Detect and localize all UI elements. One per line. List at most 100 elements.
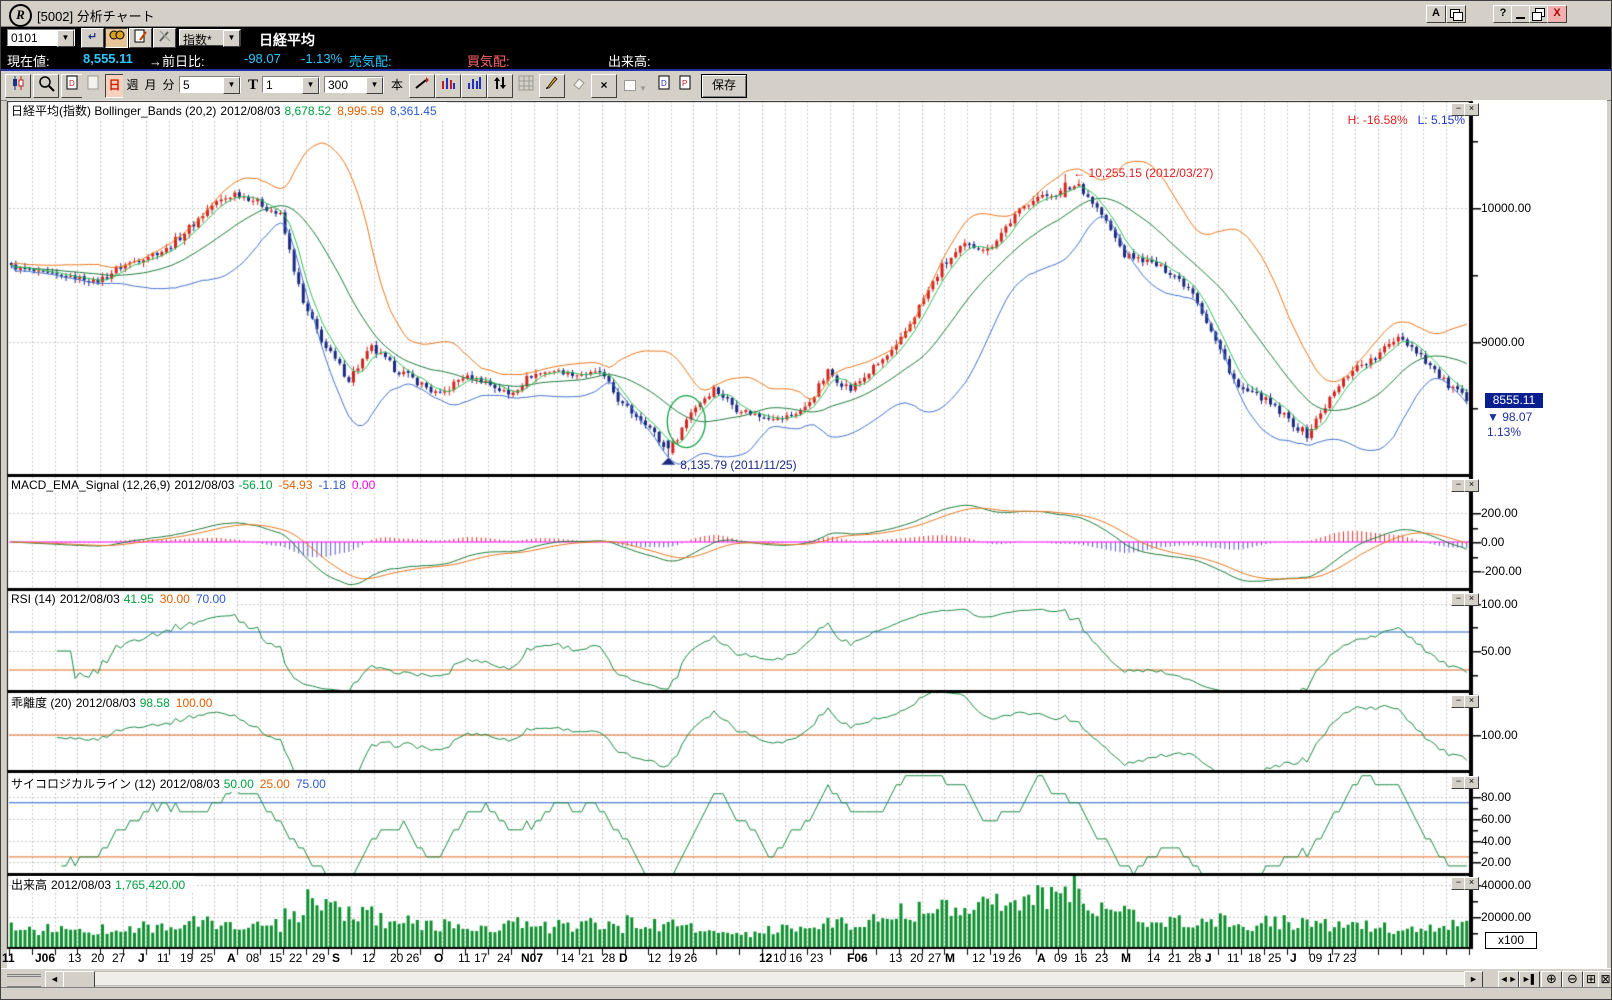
rsi-panel-header: RSI (14) 2012/08/03 41.95 30.00 70.00	[11, 592, 236, 606]
x-axis-label: 08	[246, 951, 260, 965]
close-panel-button[interactable]: ×	[1464, 593, 1479, 606]
x-axis-label: 11	[458, 951, 471, 965]
candlestick-mode-button[interactable]	[5, 74, 31, 98]
help-button[interactable]: ?	[1493, 5, 1513, 23]
symbol-code-input[interactable]: 0101 ▼	[7, 29, 75, 47]
window-layout-button[interactable]: ▼	[619, 74, 651, 98]
x-axis-label: 13	[889, 951, 903, 965]
x-axis-label: 09	[1309, 951, 1323, 965]
y-axis-label: 40000.00	[1481, 878, 1532, 892]
panel-date: 2012/08/03	[75, 696, 136, 710]
font-button[interactable]: A	[1426, 5, 1446, 23]
eraser-button[interactable]	[565, 74, 591, 98]
x-axis-label: 20	[91, 951, 105, 965]
x-icon: ×	[600, 78, 608, 92]
grid-toggle-button[interactable]: ⊞	[1583, 971, 1599, 988]
expand-range-button[interactable]: ◄►	[1498, 971, 1519, 988]
edit-memo-button[interactable]	[129, 28, 152, 48]
pencil-off-icon	[158, 30, 171, 42]
period-month-button[interactable]: 月	[141, 74, 160, 98]
red-blue-histogram-icon	[442, 78, 455, 89]
grid-button[interactable]	[513, 74, 539, 98]
save-button[interactable]: 保存	[701, 74, 747, 98]
sort-scale-button[interactable]	[487, 74, 513, 98]
bars-unit-label: 本	[387, 74, 407, 98]
volume-label: 出来高:	[608, 54, 651, 69]
chevron-down-icon[interactable]: ▼	[223, 30, 240, 47]
binoculars-icon	[109, 30, 124, 40]
search-symbol-button[interactable]	[105, 28, 128, 48]
close-panel-button[interactable]: ×	[1464, 695, 1479, 708]
indicator-value: 8,361.45	[389, 104, 437, 118]
copy-page-button[interactable]	[82, 74, 104, 98]
y-axis-label: 20000.00	[1481, 910, 1532, 924]
volume-bars-button[interactable]	[461, 74, 487, 98]
indicator-value: 98.58	[139, 696, 170, 710]
close-panel-button[interactable]: ×	[1464, 103, 1479, 116]
chevron-down-icon[interactable]: ▼	[366, 77, 383, 94]
clear-drawing-button[interactable]	[153, 28, 176, 48]
y-axis-label: 200.00	[1481, 506, 1518, 520]
x-axis-label: J	[1290, 951, 1297, 965]
x-axis-label: F06	[847, 951, 868, 965]
minute-interval-select[interactable]: 5 ▼	[179, 76, 241, 94]
x-box-icon: ⊠	[1600, 972, 1611, 986]
chevron-down-icon[interactable]: ▼	[223, 77, 240, 94]
x-axis-label: 19	[180, 951, 194, 965]
zoom-chart-button[interactable]	[33, 74, 59, 98]
x-axis-label: 16	[789, 951, 803, 965]
restore-button[interactable]	[1529, 5, 1549, 23]
cascade-windows-icon[interactable]	[1446, 5, 1466, 23]
close-button[interactable]: X	[1547, 5, 1567, 23]
symbol-type-value: 指数*	[183, 33, 212, 47]
indicator-value: 1,765,420.00	[115, 878, 186, 892]
updown-bars-button[interactable]	[435, 74, 461, 98]
period-minute-button[interactable]: 分	[159, 74, 178, 98]
close-scrollbar-button[interactable]: ⊠	[1598, 971, 1611, 988]
enter-symbol-button[interactable]: ↵	[81, 28, 104, 48]
draw-tool-button[interactable]	[409, 74, 435, 98]
scrollbar-thumb[interactable]	[63, 971, 95, 988]
delete-all-button[interactable]: ×	[591, 74, 617, 98]
period-week-button[interactable]: 週	[123, 74, 142, 98]
up-down-arrows-icon	[494, 77, 506, 89]
period-day-button[interactable]: 日	[105, 74, 124, 98]
kairi-panel-header: 乖離度 (20) 2012/08/03 98.58 100.00	[11, 694, 223, 711]
current-price-value: 8,555.11	[83, 51, 133, 66]
tick-interval-select[interactable]: 1 ▼	[262, 76, 320, 94]
x-axis-label: 27	[112, 951, 126, 965]
scroll-left-button[interactable]: ◄	[45, 971, 64, 988]
page-icon	[87, 75, 98, 90]
chevron-down-icon[interactable]: ▼	[57, 30, 74, 47]
indicator-value: -56.10	[238, 478, 273, 492]
minute-interval-value: 5	[183, 78, 190, 92]
close-panel-button[interactable]: ×	[1464, 776, 1479, 789]
save-page-button[interactable]: D	[653, 74, 675, 98]
bar-count-value: 300	[328, 78, 349, 92]
minimize-button[interactable]	[1511, 5, 1531, 23]
annotate-button[interactable]	[539, 74, 565, 98]
x-axis-label: 11	[157, 951, 170, 965]
zoom-out-button[interactable]: ⊖	[1562, 971, 1583, 988]
scroll-right-button[interactable]: ►	[1464, 971, 1483, 988]
chevron-down-icon: ▼	[639, 84, 647, 93]
new-page-button[interactable]: D	[61, 74, 83, 98]
load-page-button[interactable]: P	[674, 74, 696, 98]
change-percent-value: -1.13%	[301, 51, 343, 66]
bar-count-select[interactable]: 300 ▼	[324, 76, 384, 94]
y-axis-label: 80.00	[1481, 790, 1512, 804]
plus-circle-icon: ⊕	[1546, 971, 1557, 986]
zoom-in-button[interactable]: ⊕	[1541, 971, 1562, 988]
jump-to-end-button[interactable]: ►▌	[1519, 971, 1540, 988]
chevron-down-icon[interactable]: ▼	[302, 77, 319, 94]
symbol-type-select[interactable]: 指数* ▼	[179, 29, 241, 47]
pencil-icon	[546, 76, 558, 89]
close-panel-button[interactable]: ×	[1464, 877, 1479, 890]
close-panel-button[interactable]: ×	[1464, 479, 1479, 492]
scrollbar-track[interactable]	[45, 971, 1481, 986]
x-axis-label: D	[619, 951, 628, 965]
x-axis-label: 20	[390, 951, 404, 965]
psychological-panel-header: サイコロジカルライン (12) 2012/08/03 50.00 25.00 75.00	[11, 775, 336, 792]
panel-title: 乖離度 (20)	[11, 696, 72, 710]
